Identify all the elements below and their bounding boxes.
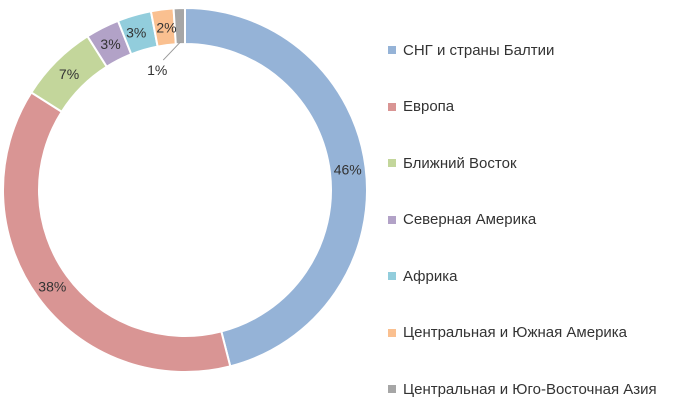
- legend-label: Африка: [403, 267, 458, 285]
- legend-label: СНГ и страны Балтии: [403, 41, 555, 59]
- legend-item: СНГ и страны Балтии: [388, 22, 698, 79]
- legend-swatch: [388, 385, 396, 394]
- donut-data-labels: 46% 38% 7% 3% 3% 2% 1%: [38, 19, 361, 294]
- data-label: 7%: [59, 66, 79, 82]
- legend-item: Центральная и Юго-Восточная Азия: [388, 361, 698, 418]
- data-label: 38%: [38, 278, 66, 294]
- legend-label: Центральная и Южная Америка: [403, 324, 628, 342]
- legend-swatch: [388, 102, 396, 111]
- legend-item: Ближний Восток: [388, 135, 698, 192]
- donut-slices: [2, 6, 368, 373]
- legend-item: Европа: [388, 79, 698, 136]
- data-label: 46%: [334, 161, 362, 177]
- legend-swatch: [388, 46, 396, 55]
- legend-label: Центральная и Юго-Восточная Азия: [403, 380, 657, 398]
- donut-slice: [2, 91, 232, 373]
- legend-swatch: [388, 159, 396, 168]
- donut-slice: [184, 6, 368, 368]
- data-label: 1%: [147, 62, 167, 78]
- legend-item: Африка: [388, 248, 698, 305]
- chart-legend: СНГ и страны Балтии Европа Ближний Восто…: [388, 22, 698, 418]
- donut-chart-plot: 46% 38% 7% 3% 3% 2% 1%: [2, 6, 368, 373]
- data-label: 2%: [156, 19, 176, 35]
- donut-chart: 46% 38% 7% 3% 3% 2% 1% СНГ и страны Балтии Евр…: [2, 6, 657, 398]
- legend-label: Европа: [403, 98, 455, 116]
- legend-item: Центральная и Южная Америка: [388, 305, 698, 362]
- donut-slice: [172, 6, 186, 46]
- data-label-leader-line: [162, 41, 181, 61]
- legend-swatch: [388, 272, 396, 281]
- legend-swatch: [388, 328, 396, 337]
- data-label: 3%: [126, 25, 146, 41]
- legend-label: Северная Америка: [403, 211, 537, 229]
- legend-label: Ближний Восток: [403, 154, 517, 172]
- legend-swatch: [388, 215, 396, 224]
- data-label: 3%: [100, 36, 120, 52]
- legend-item: Северная Америка: [388, 192, 698, 249]
